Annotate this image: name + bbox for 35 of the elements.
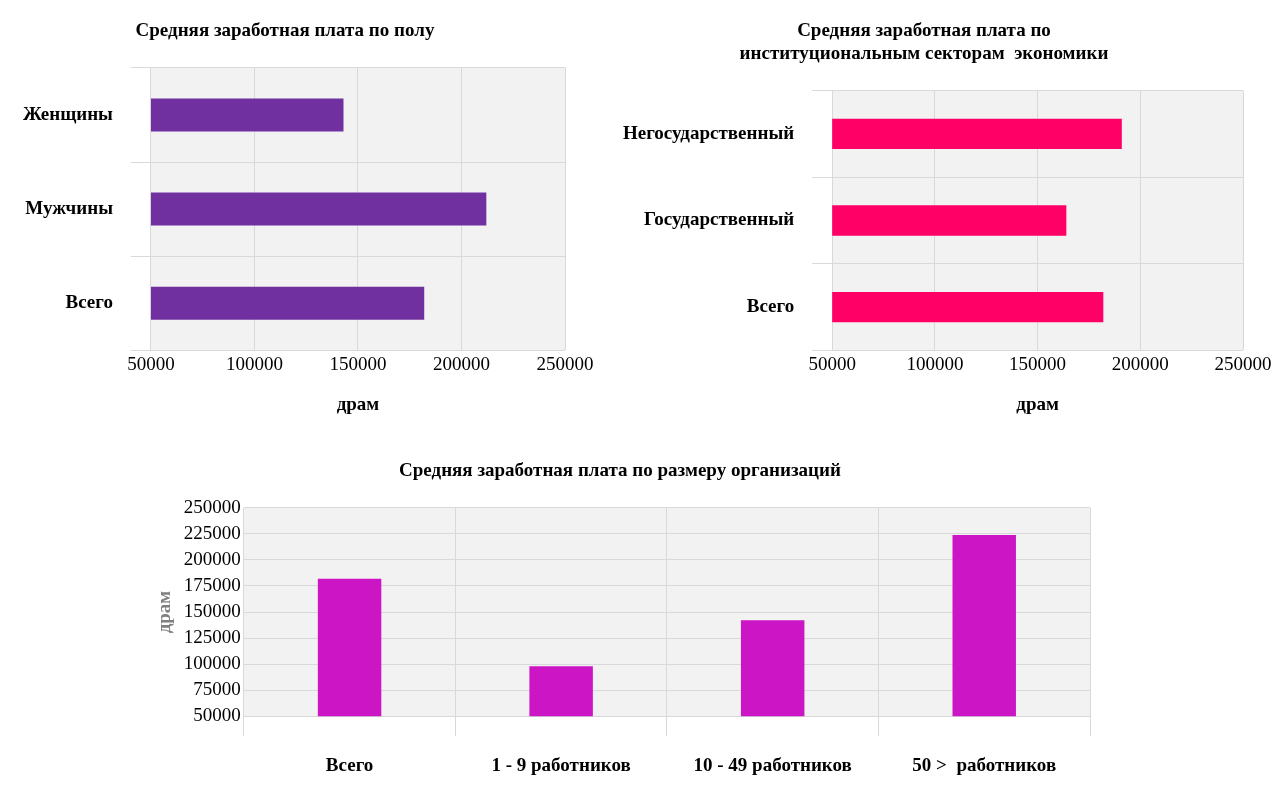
y-tick-label: 50000 bbox=[193, 704, 241, 726]
x-tick-label: 100000 bbox=[225, 352, 283, 374]
y-tick-label: Государственный bbox=[643, 208, 795, 230]
x-tick-label: 50000 bbox=[127, 352, 175, 374]
y-tick-label: Всего bbox=[746, 295, 795, 317]
x-tick-label: 250000 bbox=[536, 352, 594, 374]
x-tick-label: 250000 bbox=[1214, 352, 1272, 374]
x-tick-label: Всего bbox=[325, 753, 374, 775]
y-tick-label: 200000 bbox=[183, 547, 241, 569]
y-tick-label: 250000 bbox=[183, 495, 241, 517]
y-tick-label: 125000 bbox=[183, 626, 241, 648]
x-tick-label: 10 - 49 работников bbox=[693, 753, 852, 775]
x-axis-title: драм bbox=[1016, 392, 1059, 414]
y-tick-label: Негосударственный bbox=[623, 121, 795, 143]
chart-title: Средняя заработная плата по размеру организаций bbox=[399, 459, 842, 481]
chart-title: Средняя заработная плата по полу bbox=[135, 19, 435, 41]
y-tick-label: Женщины bbox=[22, 102, 114, 124]
x-tick-label: 200000 bbox=[1111, 352, 1169, 374]
x-tick-label: 50000 bbox=[808, 352, 856, 374]
x-axis-title: драм bbox=[336, 392, 380, 414]
y-tick-label: 225000 bbox=[183, 521, 241, 543]
x-tick-label: 50 > работников bbox=[912, 753, 1057, 775]
x-tick-label: 150000 bbox=[329, 352, 387, 374]
y-tick-label: Всего bbox=[65, 291, 113, 313]
x-tick-label: 200000 bbox=[432, 352, 490, 374]
y-tick-label: Мужчины bbox=[25, 197, 114, 219]
y-tick-label: 100000 bbox=[183, 652, 241, 674]
x-tick-label: 1 - 9 работников bbox=[491, 753, 631, 775]
x-tick-label: 150000 bbox=[1009, 352, 1067, 374]
y-tick-label: 175000 bbox=[183, 573, 241, 595]
chart-title: Средняя заработная плата по институциональным секторам экономики bbox=[739, 19, 1109, 64]
y-axis-title: драм bbox=[153, 590, 175, 634]
x-tick-label: 100000 bbox=[906, 352, 964, 374]
y-tick-label: 75000 bbox=[193, 678, 241, 700]
y-tick-label: 150000 bbox=[183, 599, 241, 621]
